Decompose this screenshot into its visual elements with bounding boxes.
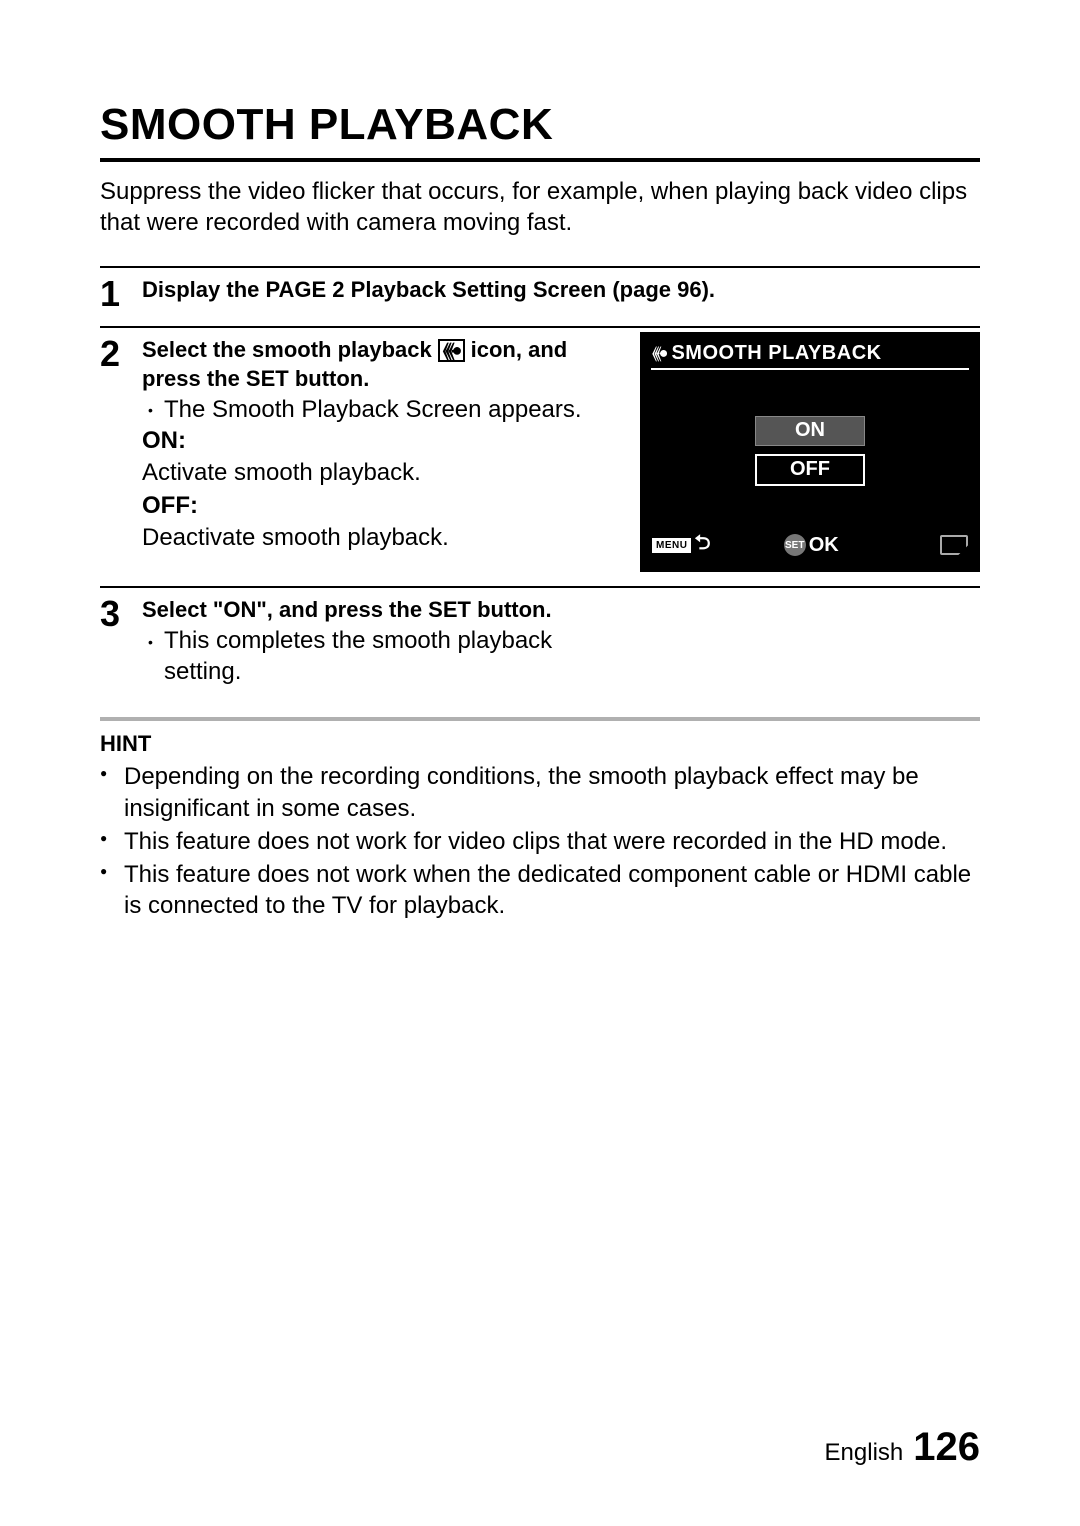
smooth-playback-icon: ⦑⦑⦑● (438, 339, 465, 362)
hint-title: HINT (100, 731, 980, 757)
intro-text: Suppress the video flicker that occurs, … (100, 176, 980, 238)
off-description: Deactivate smooth playback. (142, 522, 616, 554)
step-3-number: 3 (100, 596, 128, 632)
step-2-head-before: Select the smooth playback (142, 337, 438, 362)
hint-item: This feature does not work when the dedi… (100, 859, 980, 921)
screen-title-icon: ⦑⦑⦑● (652, 345, 665, 363)
ok-button[interactable]: SET OK (784, 534, 839, 557)
screen-title-underline (651, 368, 969, 370)
footer-language: English (825, 1439, 904, 1467)
hint-item: Depending on the recording conditions, t… (100, 761, 980, 823)
on-label: ON: (142, 427, 186, 454)
hint-list: Depending on the recording conditions, t… (100, 761, 980, 921)
on-description: Activate smooth playback. (142, 457, 616, 489)
hint-item: This feature does not work for video cli… (100, 826, 980, 857)
card-icon (940, 535, 968, 555)
title-rule (100, 158, 980, 162)
footer-page-number: 126 (913, 1425, 980, 1470)
menu-label: MENU (652, 538, 691, 553)
menu-back-button[interactable]: MENU ⮌ (652, 528, 710, 562)
option-on[interactable]: ON (755, 416, 865, 446)
hint-divider (100, 717, 980, 721)
step-3-heading: Select "ON", and press the SET button. (142, 596, 622, 625)
step-divider-2 (100, 326, 980, 328)
step-divider-1 (100, 266, 980, 268)
off-label: OFF: (142, 492, 198, 519)
step-1-heading: Display the PAGE 2 Playback Setting Scre… (142, 276, 980, 305)
step-3-bullet: This completes the smooth playback setti… (164, 625, 622, 687)
camera-screen: ⦑⦑⦑● SMOOTH PLAYBACK ON OFF MENU ⮌ (640, 332, 980, 572)
step-2-heading: Select the smooth playback ⦑⦑⦑● icon, an… (142, 336, 616, 393)
ok-label: OK (809, 534, 839, 557)
screen-title: SMOOTH PLAYBACK (671, 342, 881, 365)
step-divider-3 (100, 586, 980, 588)
page-footer: English 126 (825, 1425, 980, 1470)
set-icon: SET (784, 534, 806, 556)
page-title: SMOOTH PLAYBACK (100, 100, 980, 150)
step-2-bullet: The Smooth Playback Screen appears. (164, 394, 616, 425)
step-1: 1 Display the PAGE 2 Playback Setting Sc… (100, 276, 980, 312)
option-off[interactable]: OFF (755, 454, 865, 486)
step-3: 3 Select "ON", and press the SET button.… (100, 596, 980, 687)
back-icon: ⮌ (694, 528, 710, 562)
step-2-number: 2 (100, 336, 128, 372)
step-1-number: 1 (100, 276, 128, 312)
step-2: 2 Select the smooth playback ⦑⦑⦑● icon, … (100, 336, 980, 572)
